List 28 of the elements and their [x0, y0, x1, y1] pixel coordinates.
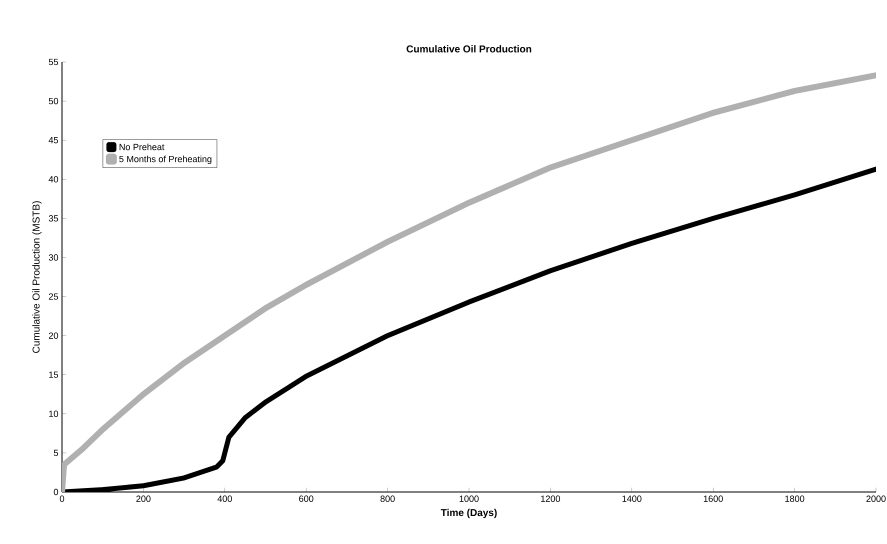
x-axis-title: Time (Days)	[440, 508, 497, 518]
x-tick-label: 1800	[785, 496, 804, 502]
x-tick-label: 1600	[704, 496, 723, 502]
x-tick-label: 800	[380, 496, 395, 502]
x-tick-label: 1200	[541, 496, 560, 502]
y-tick-label: 20	[48, 332, 58, 339]
x-tick-label: 1400	[622, 496, 642, 502]
legend-label: No Preheat	[120, 144, 164, 150]
x-tick-label: 200	[136, 496, 151, 502]
y-tick-label: 10	[49, 410, 58, 418]
y-tick-label: 50	[48, 98, 58, 104]
chart-title: Cumulative Oil Production	[406, 45, 532, 52]
y-tick-label: 0	[54, 488, 58, 496]
y-tick-label: 55	[48, 58, 58, 66]
x-tick-label: 0	[60, 496, 64, 502]
y-tick-label: 40	[48, 176, 58, 182]
x-tick-label: 400	[217, 496, 232, 502]
y-tick-label: 45	[48, 137, 58, 144]
y-tick-label: 5	[54, 450, 58, 456]
x-tick-label: 600	[299, 496, 314, 502]
y-tick-label: 30	[48, 254, 58, 261]
y-axis-title: Cumulative Oil Production (MSTB)	[32, 201, 42, 353]
x-tick-label: 2000	[866, 496, 886, 502]
y-tick-label: 35	[48, 215, 58, 222]
y-tick-label: 25	[48, 293, 58, 300]
legend-label: 5 Months of Preheating	[119, 156, 212, 164]
y-tick-label: 15	[49, 372, 58, 378]
x-tick-label: 1000	[460, 496, 479, 502]
